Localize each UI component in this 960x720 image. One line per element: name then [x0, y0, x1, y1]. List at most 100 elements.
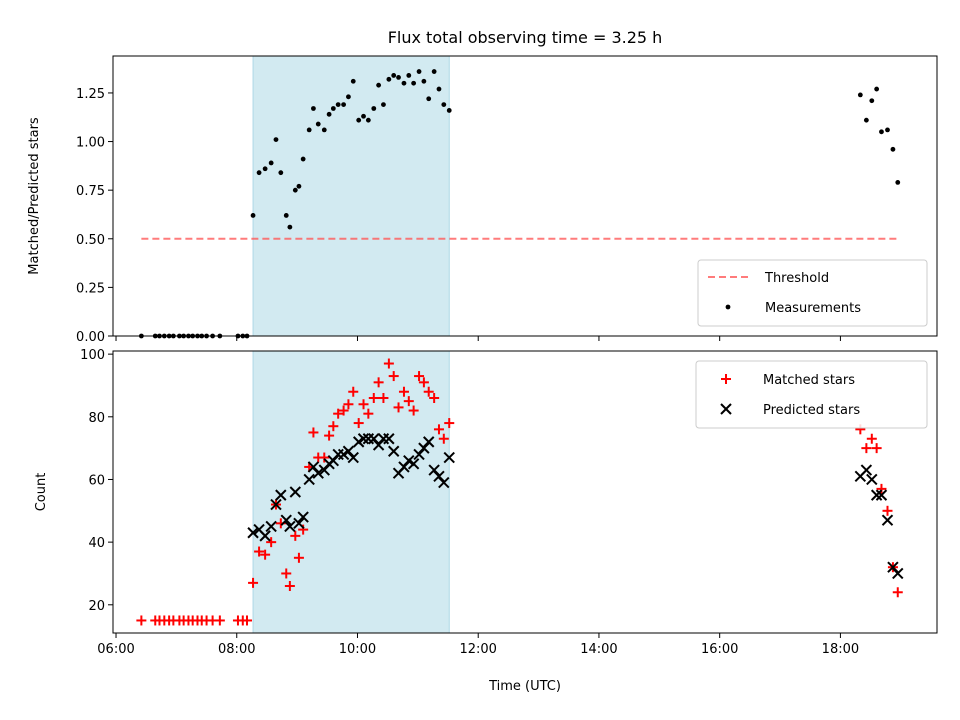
matched-star-point [429, 393, 440, 403]
predicted-star-point [418, 442, 430, 454]
matched-star-point [433, 424, 444, 435]
measurement-point [287, 224, 293, 230]
predicted-star-point [347, 451, 359, 464]
measurement-point [441, 102, 447, 108]
measurement-point [346, 94, 351, 100]
ratio-legend: Threshold Measurements [697, 259, 928, 327]
predicted-star-point [866, 473, 878, 486]
legend-matched-swatch [721, 374, 731, 384]
y-tick-label: 20 [88, 599, 105, 614]
matched-star-point [388, 371, 399, 382]
matched-star-point [403, 396, 414, 407]
x-tick-label: 18:00 [822, 642, 859, 657]
predicted-star-point [870, 489, 883, 501]
matched-star-point [423, 386, 434, 397]
predicted-star-point [357, 433, 370, 445]
measurement-point [391, 73, 397, 78]
matched-star-point [266, 537, 277, 548]
y-tick-label: 60 [88, 473, 105, 488]
matched-star-point [324, 430, 335, 441]
matched-star-point [373, 377, 384, 388]
y-tick-label: 0.25 [76, 281, 105, 296]
measurement-point [406, 73, 412, 78]
matched-star-point [418, 377, 429, 388]
predicted-star-point [307, 461, 320, 473]
predicted-star-point [342, 445, 355, 457]
measurement-point [879, 129, 884, 135]
ratio-axes-frame [112, 55, 938, 337]
predicted-star-point [875, 489, 888, 501]
measurement-point [436, 86, 442, 92]
measurement-point [885, 127, 890, 133]
predicted-star-point [284, 520, 296, 533]
predicted-star-point [259, 530, 271, 542]
predicted-star-point [265, 520, 277, 533]
measurement-point [396, 74, 401, 80]
measurement-point [895, 179, 901, 185]
predicted-star-point [887, 561, 899, 573]
matched-star-point [254, 546, 265, 557]
predicted-star-point [428, 464, 440, 476]
matched-star-point [248, 577, 259, 588]
measurement-point [426, 96, 432, 102]
predicted-star-point [247, 527, 259, 539]
measurement-point [292, 187, 298, 193]
x-tick-label: 16:00 [701, 642, 738, 657]
x-axis-label: Time (UTC) [488, 679, 561, 694]
measurement-point [273, 137, 279, 143]
y-tick-label: 0.00 [76, 330, 105, 345]
predicted-star-point [289, 486, 302, 498]
matched-star-point [444, 418, 455, 429]
measurement-point [296, 183, 302, 189]
y-tick-label: 0.50 [76, 233, 105, 248]
y-tick-label: 80 [88, 411, 105, 426]
predicted-star-point [318, 464, 330, 476]
measurement-point [416, 69, 422, 74]
measurement-point [381, 102, 386, 108]
x-tick-label: 08:00 [218, 642, 255, 657]
count-y-axis-label: Count [34, 473, 49, 512]
predicted-star-point [423, 436, 435, 448]
measurement-point [321, 127, 327, 133]
matched-star-point [353, 418, 364, 429]
y-tick-label: 0.75 [76, 184, 105, 199]
ratio-legend-box [697, 259, 928, 327]
predicted-star-point [398, 461, 410, 473]
y-tick-label: 1.00 [76, 136, 105, 151]
matched-star-point [338, 405, 349, 416]
measurement-point [250, 213, 256, 218]
predicted-star-point [372, 439, 385, 451]
measurement-point [371, 106, 377, 111]
measurement-point [335, 102, 341, 108]
x-tick-label: 06:00 [97, 642, 134, 657]
predicted-star-point [368, 433, 380, 445]
matched-star-point [260, 549, 271, 560]
measurement-point [300, 156, 306, 162]
measurement-point [431, 69, 437, 74]
predicted-star-point [433, 470, 445, 483]
chart-title: Flux total observing time = 3.25 h [388, 28, 663, 47]
predicted-star-point [297, 511, 309, 523]
predicted-star-point [270, 498, 282, 511]
measurement-point [863, 117, 869, 123]
measurement-point [401, 80, 407, 86]
matched-star-point [861, 443, 872, 454]
measurement-point [376, 82, 382, 88]
predicted-star-point [312, 467, 324, 479]
predicted-star-point [280, 514, 292, 526]
measurement-point [386, 76, 392, 82]
count-legend-box [695, 360, 928, 429]
predicted-star-point [892, 567, 904, 580]
predicted-star-point [881, 514, 894, 526]
predicted-star-point [860, 464, 873, 476]
observing-window-span [252, 350, 450, 634]
matched-star-point [363, 408, 374, 419]
predicted-star-point [387, 445, 400, 457]
matched-star-point [414, 371, 425, 382]
y-tick-label: 100 [80, 348, 105, 363]
count-axes-frame [112, 350, 938, 634]
matched-star-point [393, 402, 404, 413]
matched-star-point [214, 615, 225, 626]
predicted-star-point [407, 458, 420, 470]
